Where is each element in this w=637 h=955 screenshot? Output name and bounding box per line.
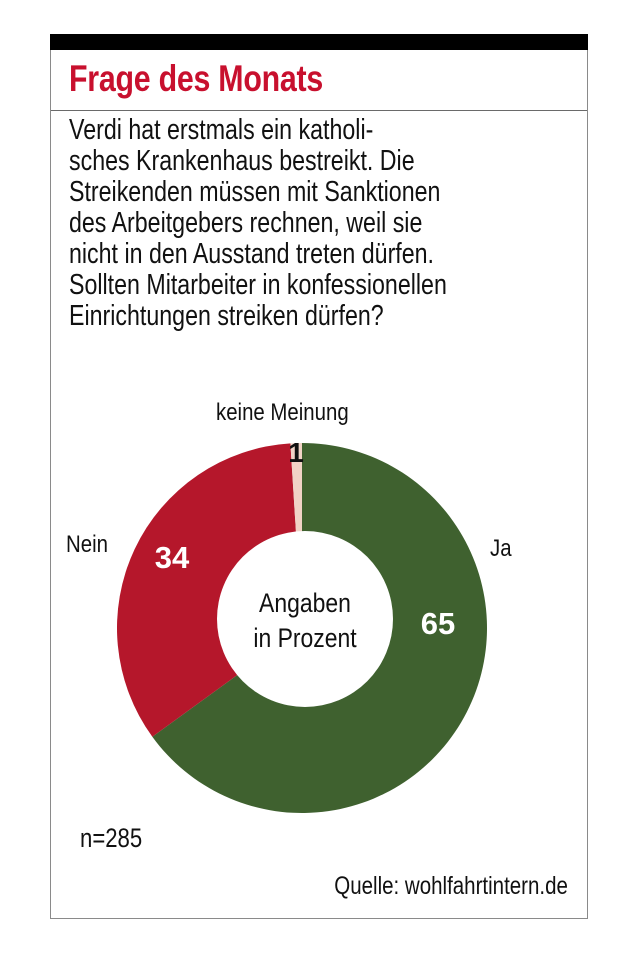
center-label-line: in Prozent	[253, 623, 356, 653]
question-line: Sollten Mitarbeiter in konfessionellen	[69, 269, 447, 301]
slice-nein	[116, 443, 303, 737]
source-note: Quelle: wohlfahrtintern.de	[334, 872, 568, 900]
legend-label-keine-meinung: keine Meinung	[216, 399, 349, 426]
question-line: des Arbeitgebers rechnen, weil sie	[69, 207, 423, 239]
legend-label-ja: Ja	[490, 535, 512, 562]
value-label-nein: 34	[155, 540, 190, 575]
value-label-ja: 65	[421, 606, 455, 641]
question-line: Streikenden müssen mit Sanktionen	[69, 176, 441, 208]
question-line: sches Krankenhaus bestreikt. Die	[69, 145, 415, 177]
chart-title: Frage des Monats	[69, 58, 324, 99]
question-line: nicht in den Ausstand treten dürfen.	[69, 238, 435, 270]
question-line: Einrichtungen streiken dürfen?	[69, 300, 384, 332]
top-bar	[50, 34, 588, 50]
question-text: Verdi hat erstmals ein katholi- sches Kr…	[69, 115, 565, 332]
legend-label-nein: Nein	[66, 531, 108, 558]
question-line: Verdi hat erstmals ein katholi-	[69, 114, 374, 146]
donut-hole	[217, 531, 393, 707]
value-label-keine-meinung: 1	[288, 437, 304, 468]
title-divider	[51, 110, 587, 111]
center-label-line: Angaben	[259, 588, 351, 618]
sample-size: n=285	[80, 823, 143, 853]
